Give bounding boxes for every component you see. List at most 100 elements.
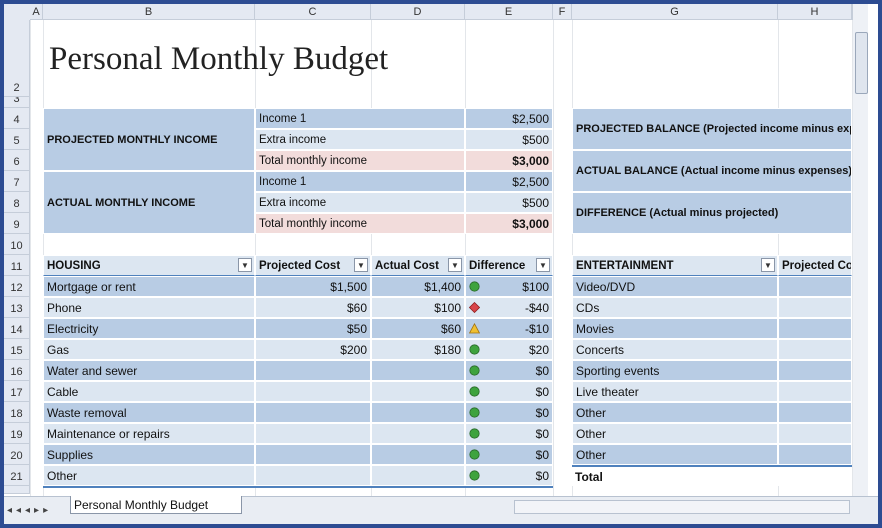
icon-diamond <box>469 302 480 313</box>
table-cell: Maintenance or repairs <box>43 423 255 444</box>
row-header[interactable]: 7 <box>4 171 30 192</box>
row-header[interactable]: 20 <box>4 444 30 465</box>
row-header[interactable]: 21 <box>4 465 30 486</box>
table-header: Projected Cost <box>255 255 371 276</box>
table-cell: Other <box>572 402 778 423</box>
table-cell: $100 <box>465 276 553 297</box>
table-header: Projected Co <box>778 255 852 276</box>
icon-circle <box>469 470 480 481</box>
table-cell <box>255 465 371 486</box>
column-header[interactable]: H <box>778 4 852 20</box>
status-icon <box>469 281 480 292</box>
scroll-thumb[interactable] <box>855 32 868 94</box>
income-item: Extra income <box>255 129 465 150</box>
table-cell: $60 <box>371 318 465 339</box>
table-cell: Gas <box>43 339 255 360</box>
row-header[interactable]: 15 <box>4 339 30 360</box>
row-header[interactable]: 18 <box>4 402 30 423</box>
vertical-scrollbar[interactable] <box>852 4 868 496</box>
row-header[interactable]: 8 <box>4 192 30 213</box>
filter-dropdown[interactable]: ▼ <box>448 258 462 272</box>
table-cell: Other <box>572 423 778 444</box>
income-item: Total monthly income <box>255 213 465 234</box>
gridline <box>852 20 853 496</box>
income-item: Income 1 <box>255 171 465 192</box>
sheet-tab[interactable]: Personal Monthly Budget <box>70 496 242 514</box>
table-cell: $50 <box>255 318 371 339</box>
status-icon <box>469 407 480 418</box>
status-icon <box>469 323 480 334</box>
table-cell <box>778 444 852 465</box>
column-header[interactable]: C <box>255 4 371 20</box>
row-header[interactable]: 14 <box>4 318 30 339</box>
income-value: $2,500 <box>465 171 553 192</box>
filter-dropdown[interactable]: ▼ <box>761 258 775 272</box>
table-cell: Water and sewer <box>43 360 255 381</box>
row-header[interactable]: 3 <box>4 97 30 108</box>
income-value: $3,000 <box>465 213 553 234</box>
income-label: ACTUAL MONTHLY INCOME <box>43 171 255 234</box>
filter-dropdown[interactable]: ▼ <box>238 258 252 272</box>
column-header[interactable]: B <box>43 4 255 20</box>
table-cell: $0 <box>465 423 553 444</box>
income-item: Income 1 <box>255 108 465 129</box>
tab-nav[interactable]: ◂◂◂▸▸ <box>7 505 53 516</box>
select-all[interactable] <box>4 4 30 20</box>
table-header: Actual Cost <box>371 255 465 276</box>
table-cell <box>778 318 852 339</box>
table-cell <box>778 423 852 444</box>
filter-dropdown[interactable]: ▼ <box>354 258 368 272</box>
table-cell <box>371 381 465 402</box>
table-cell <box>778 360 852 381</box>
table-cell <box>255 423 371 444</box>
row-header[interactable]: 19 <box>4 423 30 444</box>
table-cell <box>371 465 465 486</box>
row-header[interactable]: 11 <box>4 255 30 276</box>
table-cell: $0 <box>465 381 553 402</box>
icon-circle <box>469 428 480 439</box>
row-header[interactable]: 10 <box>4 234 30 255</box>
row-header[interactable]: 6 <box>4 150 30 171</box>
table-cell: $1,500 <box>255 276 371 297</box>
income-label: PROJECTED MONTHLY INCOME <box>43 108 255 171</box>
icon-circle <box>469 344 480 355</box>
row-header[interactable]: 5 <box>4 129 30 150</box>
row-header[interactable]: 16 <box>4 360 30 381</box>
table-cell <box>778 402 852 423</box>
horizontal-scrollbar[interactable] <box>514 500 850 514</box>
table-cell: $200 <box>255 339 371 360</box>
row-header[interactable]: 4 <box>4 108 30 129</box>
column-header[interactable]: D <box>371 4 465 20</box>
table-cell <box>778 339 852 360</box>
table-cell: $0 <box>465 465 553 486</box>
balance-label: ACTUAL BALANCE (Actual income minus expe… <box>572 150 852 192</box>
table-cell: $20 <box>465 339 553 360</box>
table-cell: Other <box>572 444 778 465</box>
table-cell: Mortgage or rent <box>43 276 255 297</box>
table-cell: Electricity <box>43 318 255 339</box>
table-cell: Waste removal <box>43 402 255 423</box>
row-header[interactable]: 17 <box>4 381 30 402</box>
status-icon <box>469 449 480 460</box>
row-header[interactable]: 9 <box>4 213 30 234</box>
status-icon <box>469 386 480 397</box>
icon-circle <box>469 449 480 460</box>
table-cell <box>255 360 371 381</box>
table-cell: Cable <box>43 381 255 402</box>
row-header[interactable]: 13 <box>4 297 30 318</box>
table-cell: $100 <box>371 297 465 318</box>
status-icon <box>469 344 480 355</box>
title: Personal Monthly Budget <box>49 40 389 77</box>
income-item: Extra income <box>255 192 465 213</box>
row-header[interactable]: 12 <box>4 276 30 297</box>
filter-dropdown[interactable]: ▼ <box>536 258 550 272</box>
row-header[interactable]: 2 <box>4 20 30 97</box>
table-cell: Video/DVD <box>572 276 778 297</box>
column-header[interactable]: G <box>572 4 778 20</box>
table-header: Difference <box>465 255 553 276</box>
column-header[interactable]: A <box>30 4 43 20</box>
column-header[interactable]: E <box>465 4 553 20</box>
column-header[interactable]: F <box>553 4 572 20</box>
table-cell: Supplies <box>43 444 255 465</box>
